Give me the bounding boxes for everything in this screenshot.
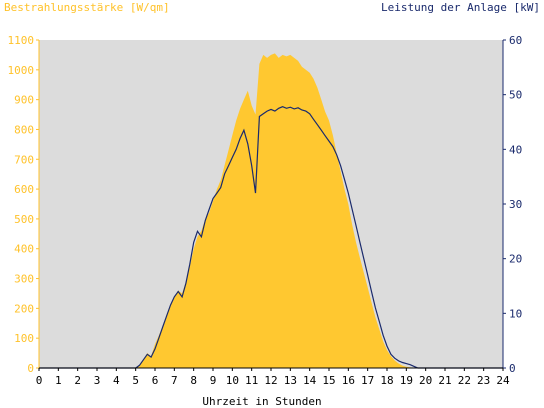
x-tick-label: 5 — [132, 374, 139, 387]
power-line — [39, 106, 503, 369]
left-tick-label: 1000 — [8, 64, 35, 77]
left-tick-label: 200 — [14, 302, 34, 315]
x-tick-label: 19 — [400, 374, 413, 387]
right-tick-label: 50 — [509, 89, 522, 102]
x-tick-label: 3 — [94, 374, 101, 387]
x-tick-label: 0 — [36, 374, 43, 387]
x-tick-label: 21 — [438, 374, 451, 387]
x-tick-label: 8 — [190, 374, 197, 387]
left-tick-label: 800 — [14, 123, 34, 136]
left-axis-title: Bestrahlungsstärke [W/qm] — [4, 1, 170, 14]
x-tick-label: 10 — [226, 374, 239, 387]
x-tick-label: 22 — [458, 374, 471, 387]
right-tick-label: 20 — [509, 253, 522, 266]
x-tick-label: 13 — [284, 374, 297, 387]
x-tick-label: 7 — [171, 374, 178, 387]
left-tick-label: 300 — [14, 273, 34, 286]
left-tick-label: 500 — [14, 213, 34, 226]
x-tick-label: 1 — [55, 374, 62, 387]
left-tick-label: 900 — [14, 94, 34, 107]
right-tick-label: 40 — [509, 143, 522, 156]
x-axis-title: Uhrzeit in Stunden — [202, 395, 321, 408]
x-tick-label: 18 — [380, 374, 393, 387]
right-tick-label: 30 — [509, 198, 522, 211]
x-tick-label: 20 — [419, 374, 432, 387]
x-tick-label: 23 — [477, 374, 490, 387]
left-tick-label: 0 — [27, 362, 34, 375]
axes-layer: 0100200300400500600700800900100011000102… — [8, 34, 523, 387]
x-tick-label: 15 — [322, 374, 335, 387]
x-tick-label: 17 — [361, 374, 374, 387]
left-tick-label: 600 — [14, 183, 34, 196]
x-tick-label: 4 — [113, 374, 120, 387]
x-tick-label: 24 — [496, 374, 510, 387]
x-tick-label: 11 — [245, 374, 258, 387]
right-tick-label: 0 — [509, 362, 516, 375]
x-tick-label: 16 — [342, 374, 355, 387]
irradiance-area — [135, 53, 438, 369]
x-tick-label: 6 — [152, 374, 159, 387]
right-axis-title: Leistung der Anlage [kW] — [381, 1, 540, 14]
left-tick-label: 400 — [14, 243, 34, 256]
x-tick-label: 14 — [303, 374, 317, 387]
series-layer — [39, 53, 503, 369]
left-tick-label: 100 — [14, 332, 34, 345]
right-tick-label: 10 — [509, 307, 522, 320]
x-tick-label: 9 — [210, 374, 217, 387]
right-tick-label: 60 — [509, 34, 522, 47]
x-tick-label: 12 — [264, 374, 277, 387]
left-tick-label: 1100 — [8, 34, 35, 47]
left-tick-label: 700 — [14, 153, 34, 166]
x-tick-label: 2 — [74, 374, 81, 387]
